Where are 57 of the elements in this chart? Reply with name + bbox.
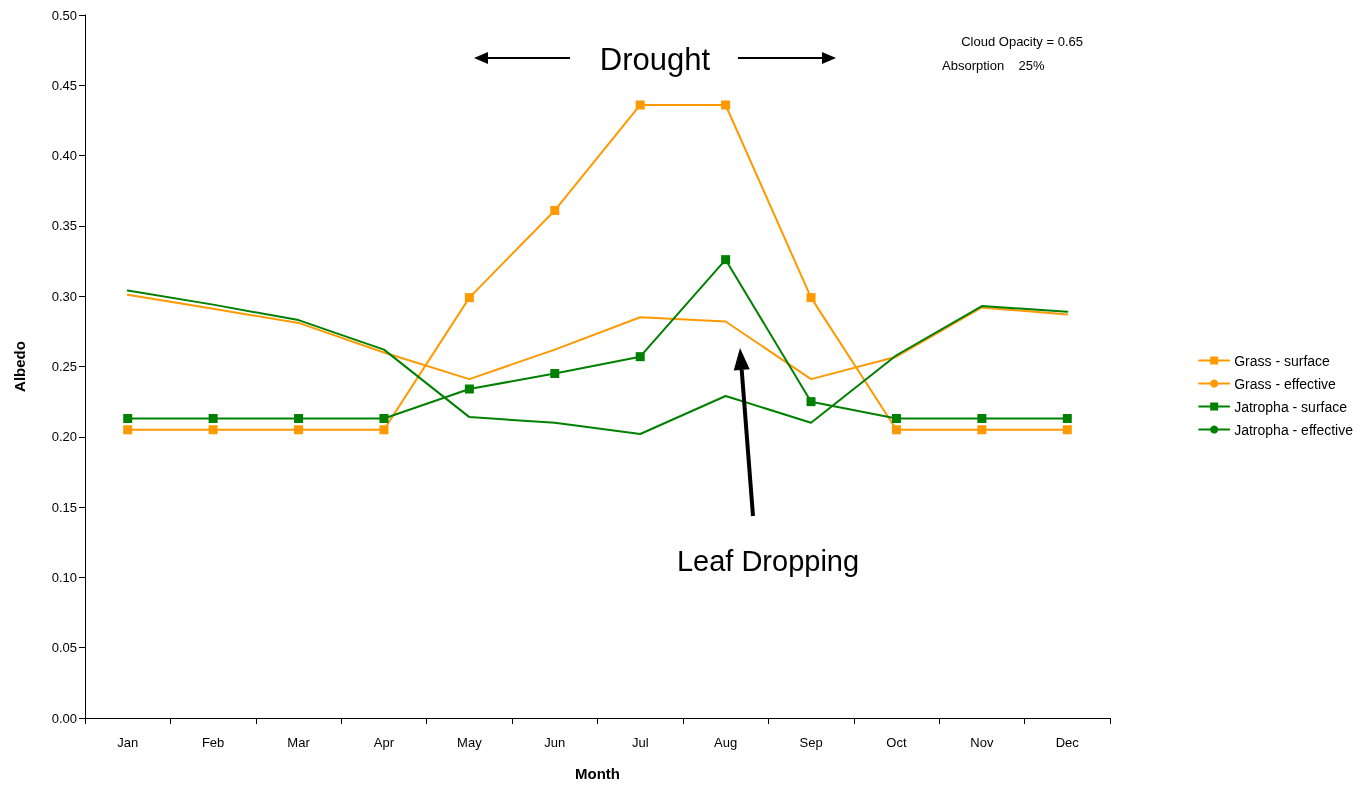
x-tick-label: Mar bbox=[287, 735, 311, 750]
legend-label: Grass - surface bbox=[1234, 352, 1331, 369]
x-tick-label: Nov bbox=[970, 735, 994, 750]
x-tick-label: May bbox=[457, 735, 483, 750]
legend-label: Jatropha - surface bbox=[1234, 398, 1348, 415]
x-tick-label: Jun bbox=[544, 735, 566, 750]
point bbox=[977, 414, 987, 424]
point bbox=[550, 369, 560, 379]
point bbox=[379, 425, 389, 435]
point bbox=[1062, 414, 1072, 424]
point bbox=[379, 414, 389, 424]
y-tick-label: 0.20 bbox=[51, 429, 77, 445]
point bbox=[721, 255, 731, 265]
point bbox=[977, 425, 987, 435]
point bbox=[891, 414, 901, 424]
x-tick-label: Aug bbox=[714, 735, 738, 750]
point bbox=[123, 414, 133, 424]
x-tick-label: Jul bbox=[631, 735, 649, 750]
annotation: Leaf Dropping bbox=[676, 545, 860, 577]
point bbox=[294, 425, 304, 435]
y-axis-title: Albedo bbox=[11, 341, 28, 392]
y-tick-label: 0.10 bbox=[51, 569, 77, 585]
point bbox=[123, 425, 133, 435]
legend-label: Grass - effective bbox=[1234, 375, 1337, 392]
y-tick-label: 0.35 bbox=[51, 218, 77, 234]
y-tick-label: 0.15 bbox=[51, 499, 77, 515]
point bbox=[1062, 425, 1072, 435]
x-axis-title: Month bbox=[575, 765, 620, 782]
x-tick-label: Oct bbox=[886, 735, 907, 750]
point bbox=[891, 425, 901, 435]
y-tick-label: 0.40 bbox=[51, 148, 77, 164]
point bbox=[806, 397, 816, 407]
x-tick-label: Feb bbox=[201, 735, 225, 750]
y-tick-label: 0.05 bbox=[51, 640, 77, 656]
annotation: Absorption 25% bbox=[942, 58, 1046, 73]
point bbox=[550, 205, 560, 215]
point bbox=[464, 384, 474, 394]
point bbox=[294, 414, 304, 424]
point bbox=[464, 293, 474, 303]
y-tick-label: 0.00 bbox=[51, 710, 77, 726]
y-tick-label: 0.30 bbox=[51, 288, 77, 304]
point bbox=[635, 352, 645, 362]
x-tick-label: Apr bbox=[373, 735, 395, 750]
y-tick-label: 0.25 bbox=[51, 359, 77, 374]
x-tick-label: Dec bbox=[1055, 735, 1080, 750]
annotation: Drought bbox=[599, 42, 711, 77]
point bbox=[208, 425, 218, 435]
y-tick-label: 0.45 bbox=[51, 77, 77, 93]
legend-label: Jatropha - effective bbox=[1234, 421, 1354, 438]
y-tick-label: 0.50 bbox=[51, 7, 77, 23]
point bbox=[721, 100, 731, 110]
x-tick-label: Sep bbox=[799, 735, 823, 750]
x-tick-label: Jan bbox=[117, 735, 139, 750]
point bbox=[635, 100, 645, 110]
annotation: Cloud Opacity = 0.65 bbox=[961, 34, 1083, 49]
point bbox=[806, 293, 816, 303]
point bbox=[208, 414, 218, 424]
